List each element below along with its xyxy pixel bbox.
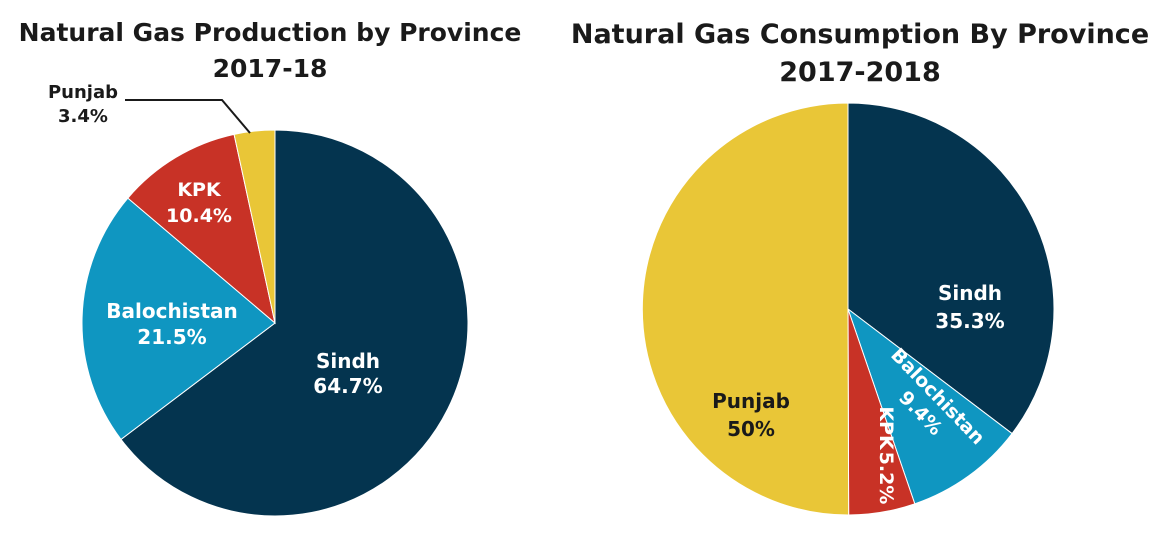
consumption-slice-sindh [847, 102, 1055, 435]
production-pie-chart: Natural Gas Production by Province 2017-… [19, 18, 522, 517]
production-chart-subtitle: 2017-18 [213, 54, 328, 83]
production-label-sindh: Sindh [316, 349, 380, 373]
production-value-kpk: 10.4% [166, 205, 232, 227]
consumption-chart-title: Natural Gas Consumption By Province [571, 19, 1149, 50]
production-slice-punjab [233, 129, 276, 324]
production-value-balochistan: 21.5% [137, 325, 206, 349]
consumption-pie-chart: Natural Gas Consumption By Province 2017… [571, 19, 1149, 516]
consumption-value-kpk: 5.2% [875, 452, 897, 505]
consumption-chart-subtitle: 2017-2018 [779, 57, 941, 88]
production-slice-balochistan [81, 197, 276, 441]
production-value-sindh: 64.7% [313, 374, 382, 398]
consumption-kpk-label-group: KPK 5.2% [875, 406, 897, 504]
production-slice-kpk [127, 133, 276, 325]
consumption-slice-punjab [641, 102, 850, 516]
consumption-value-punjab: 50% [727, 417, 775, 441]
production-label-balochistan: Balochistan [106, 299, 237, 323]
production-slice-sindh [120, 129, 469, 517]
consumption-label-kpk: KPK [875, 406, 897, 451]
consumption-slice-balochistan [846, 307, 1013, 505]
consumption-label-sindh: Sindh [938, 281, 1002, 305]
production-label-punjab: Punjab [48, 82, 118, 103]
production-punjab-leader-line [125, 99, 251, 134]
consumption-value-sindh: 35.3% [935, 309, 1004, 333]
consumption-label-punjab: Punjab [712, 389, 790, 413]
consumption-slices [641, 102, 1055, 516]
production-chart-title: Natural Gas Production by Province [19, 18, 522, 47]
production-label-kpk: KPK [177, 179, 222, 201]
production-slices [81, 129, 469, 517]
production-value-punjab: 3.4% [58, 106, 108, 127]
